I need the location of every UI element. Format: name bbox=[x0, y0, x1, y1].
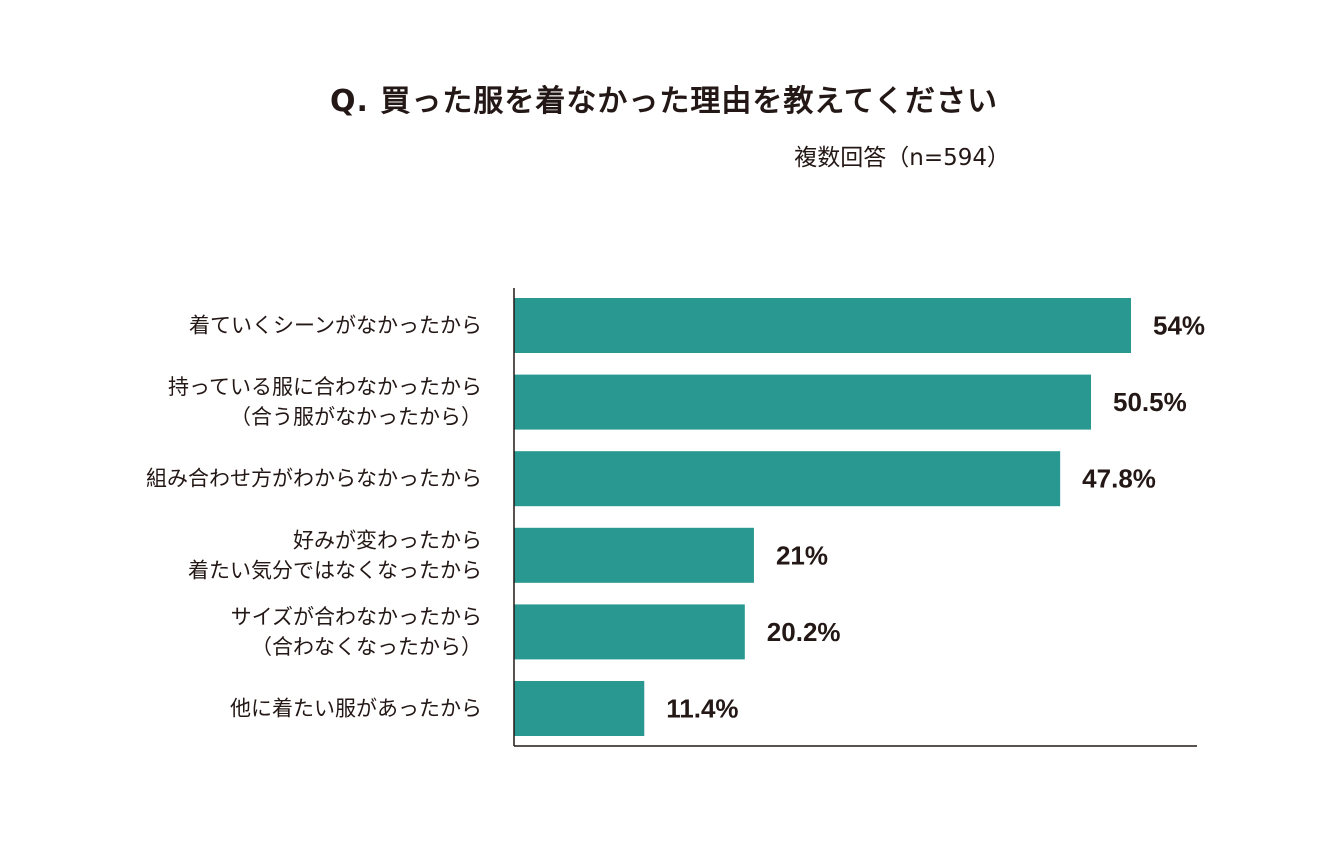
category-label-1-line-0: 持っている服に合わなかったから bbox=[168, 375, 482, 399]
category-label-4-line-0: サイズが合わなかったから bbox=[231, 605, 482, 629]
bar-0 bbox=[514, 298, 1132, 353]
category-label-3-line-0: 好みが変わったから bbox=[293, 528, 482, 552]
bar-1 bbox=[514, 374, 1092, 430]
chart-subtitle: 複数回答（n=594） bbox=[794, 145, 1010, 171]
bar-5 bbox=[514, 681, 645, 736]
category-label-2-line-0: 組み合わせ方がわからなかったから bbox=[146, 467, 482, 491]
chart-title: Q. 買った服を着なかった理由を教えてください bbox=[330, 84, 998, 119]
value-label-0: 54% bbox=[1153, 311, 1205, 341]
bar-3 bbox=[514, 527, 754, 583]
labels-layer: 54% 着ていくシーンがなかったから 50.5% 持っている服に合わなかったから （合う… bbox=[146, 311, 1205, 724]
value-label-3: 21% bbox=[776, 540, 828, 570]
category-label-0-line-0: 着ていくシーンがなかったから bbox=[189, 314, 482, 338]
category-label-3-line-1: 着たい気分ではなくなったから bbox=[188, 558, 482, 582]
value-label-4: 20.2% bbox=[767, 617, 841, 647]
category-label-5-line-0: 他に着たい服があったから bbox=[230, 697, 482, 721]
value-label-5: 11.4% bbox=[666, 694, 738, 724]
category-label-4-line-1: （合わなくなったから） bbox=[251, 635, 482, 659]
bars-layer bbox=[514, 298, 1132, 736]
value-label-1: 50.5% bbox=[1113, 387, 1187, 417]
category-label-1-line-1: （合う服がなかったから） bbox=[230, 405, 482, 429]
value-label-2: 47.8% bbox=[1082, 464, 1156, 494]
bar-2 bbox=[514, 451, 1061, 507]
bar-4 bbox=[514, 604, 745, 660]
